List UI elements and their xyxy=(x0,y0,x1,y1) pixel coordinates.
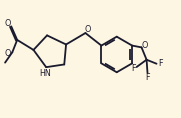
Text: F: F xyxy=(131,64,135,73)
Text: F: F xyxy=(158,59,162,68)
Text: O: O xyxy=(142,41,148,50)
Text: O: O xyxy=(84,25,91,34)
Text: F: F xyxy=(146,73,150,82)
Text: O: O xyxy=(5,19,11,28)
Text: O: O xyxy=(4,49,10,58)
Text: HN: HN xyxy=(39,69,50,78)
